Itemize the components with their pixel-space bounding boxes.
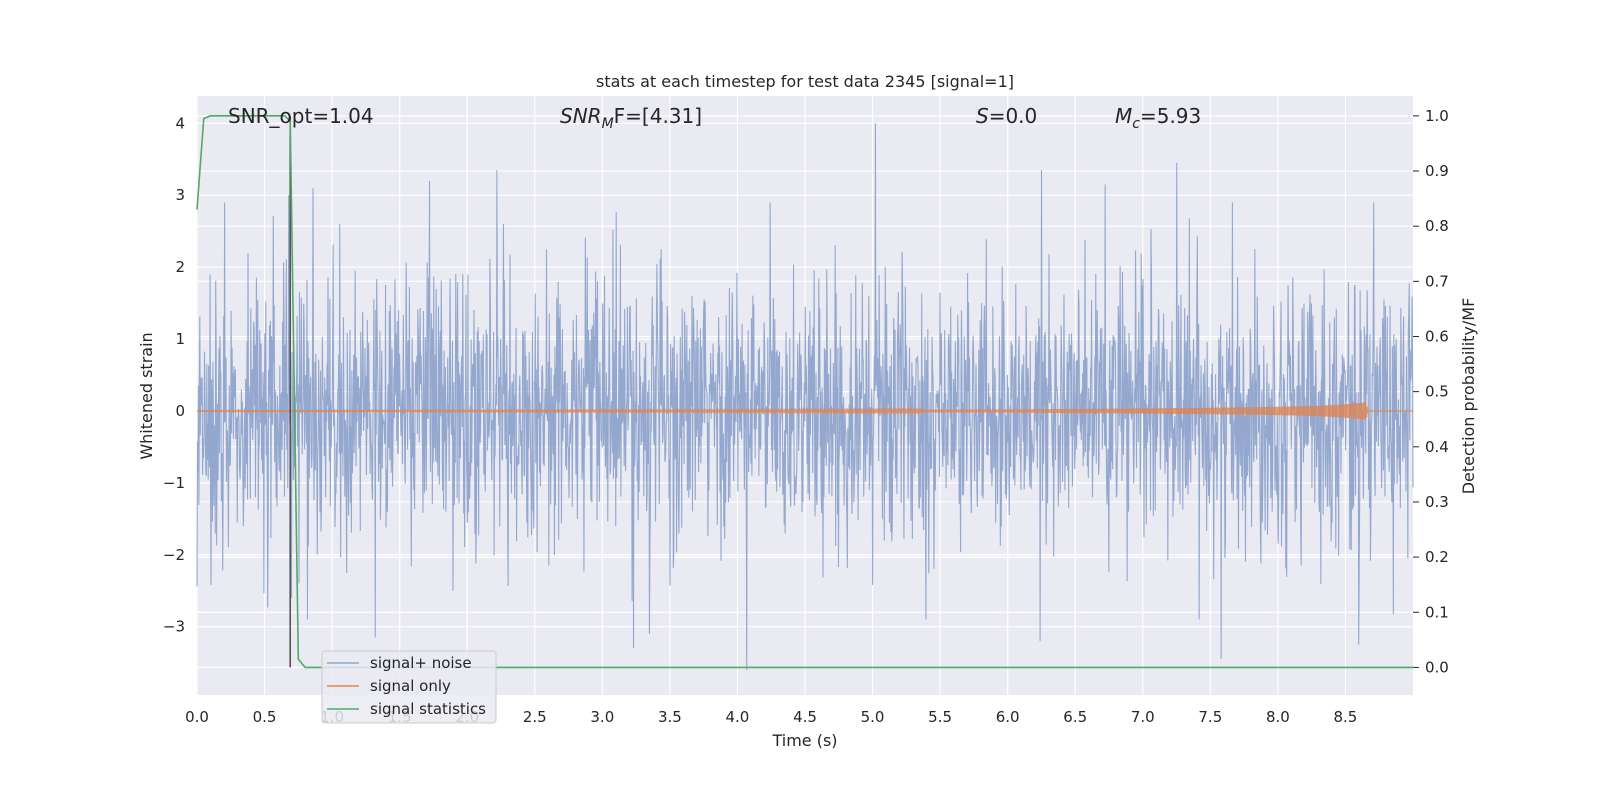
y-right-tick-label: 0.2 (1425, 548, 1449, 566)
noise-series-layer (196, 123, 1414, 670)
y-left-tick-label: −1 (163, 474, 185, 492)
mc-sub: c (1132, 116, 1140, 132)
annotation-s: S=0.0 (976, 104, 1037, 128)
y-left-tick-label: 2 (175, 258, 185, 276)
x-tick-label: 5.5 (928, 708, 952, 726)
x-tick-label: 3.5 (658, 708, 682, 726)
signal-statistics-layer (196, 115, 1413, 669)
y-right-tick-label: 0.6 (1425, 327, 1449, 345)
s-main: S (976, 104, 989, 128)
x-tick-label: 0.5 (253, 708, 277, 726)
x-tick-label: 4.0 (726, 708, 750, 726)
x-tick-label: 7.5 (1198, 708, 1222, 726)
x-axis-label: Time (s) (771, 731, 837, 750)
y-right-tick-label: 1.0 (1425, 107, 1449, 125)
y-left-tick-label: −2 (163, 546, 185, 564)
y-right-tick-label: 0.7 (1425, 272, 1449, 290)
mc-main: M (1115, 104, 1132, 128)
legend: signal+ noise signal only signal statist… (321, 650, 497, 724)
y-right-tick-label: 0.9 (1425, 162, 1449, 180)
legend-label-signal: signal only (370, 677, 451, 695)
legend-box (321, 650, 497, 724)
s-rest: =0.0 (989, 104, 1038, 128)
annotation-mc: Mc=5.93 (1115, 104, 1201, 132)
annotation-snr-opt: SNR_opt=1.04 (228, 104, 374, 128)
x-tick-label: 3.0 (590, 708, 614, 726)
x-tick-label: 5.0 (861, 708, 885, 726)
snr-mf-rest: F=[4.31] (614, 104, 702, 128)
y-left-tick-label: 0 (175, 402, 185, 420)
x-tick-label: 0.0 (185, 708, 209, 726)
chart-title: stats at each timestep for test data 234… (596, 72, 1014, 91)
y-axis-label-right: Detection probability/MF (1459, 298, 1478, 495)
y-right-tick-label: 0.3 (1425, 493, 1449, 511)
series-signal-noise (196, 123, 1414, 670)
series-signal-statistics (196, 115, 1413, 669)
y-right-tick-label: 0.1 (1425, 603, 1449, 621)
annotation-snr-mf: SNRMF=[4.31] (560, 104, 702, 132)
y-right-tick-label: 0.4 (1425, 438, 1449, 456)
legend-label-noise: signal+ noise (370, 654, 472, 672)
snr-mf-sub: M (602, 116, 614, 132)
series-signal-only (196, 402, 1413, 420)
signal-only-layer (196, 402, 1413, 420)
y-left-tick-label: 4 (175, 114, 185, 132)
x-tick-label: 2.5 (523, 708, 547, 726)
y-right-tick-label: 0.0 (1425, 658, 1449, 676)
x-tick-label: 8.5 (1334, 708, 1358, 726)
legend-label-stats: signal statistics (370, 700, 486, 718)
x-tick-label: 6.5 (1063, 708, 1087, 726)
x-tick-label: 7.0 (1131, 708, 1155, 726)
y-left-tick-label: 3 (175, 186, 185, 204)
x-tick-label: 8.0 (1266, 708, 1290, 726)
x-tick-label: 6.0 (996, 708, 1020, 726)
mc-rest: =5.93 (1140, 104, 1201, 128)
y-axis-label-left: Whitened strain (137, 332, 156, 459)
y-left-tick-label: −3 (163, 618, 185, 636)
x-tick-label: 4.5 (793, 708, 817, 726)
y-right-tick-label: 0.8 (1425, 217, 1449, 235)
y-right-tick-label: 0.5 (1425, 383, 1449, 401)
y-left-tick-label: 1 (175, 330, 185, 348)
snr-mf-main: SNR (560, 104, 602, 128)
